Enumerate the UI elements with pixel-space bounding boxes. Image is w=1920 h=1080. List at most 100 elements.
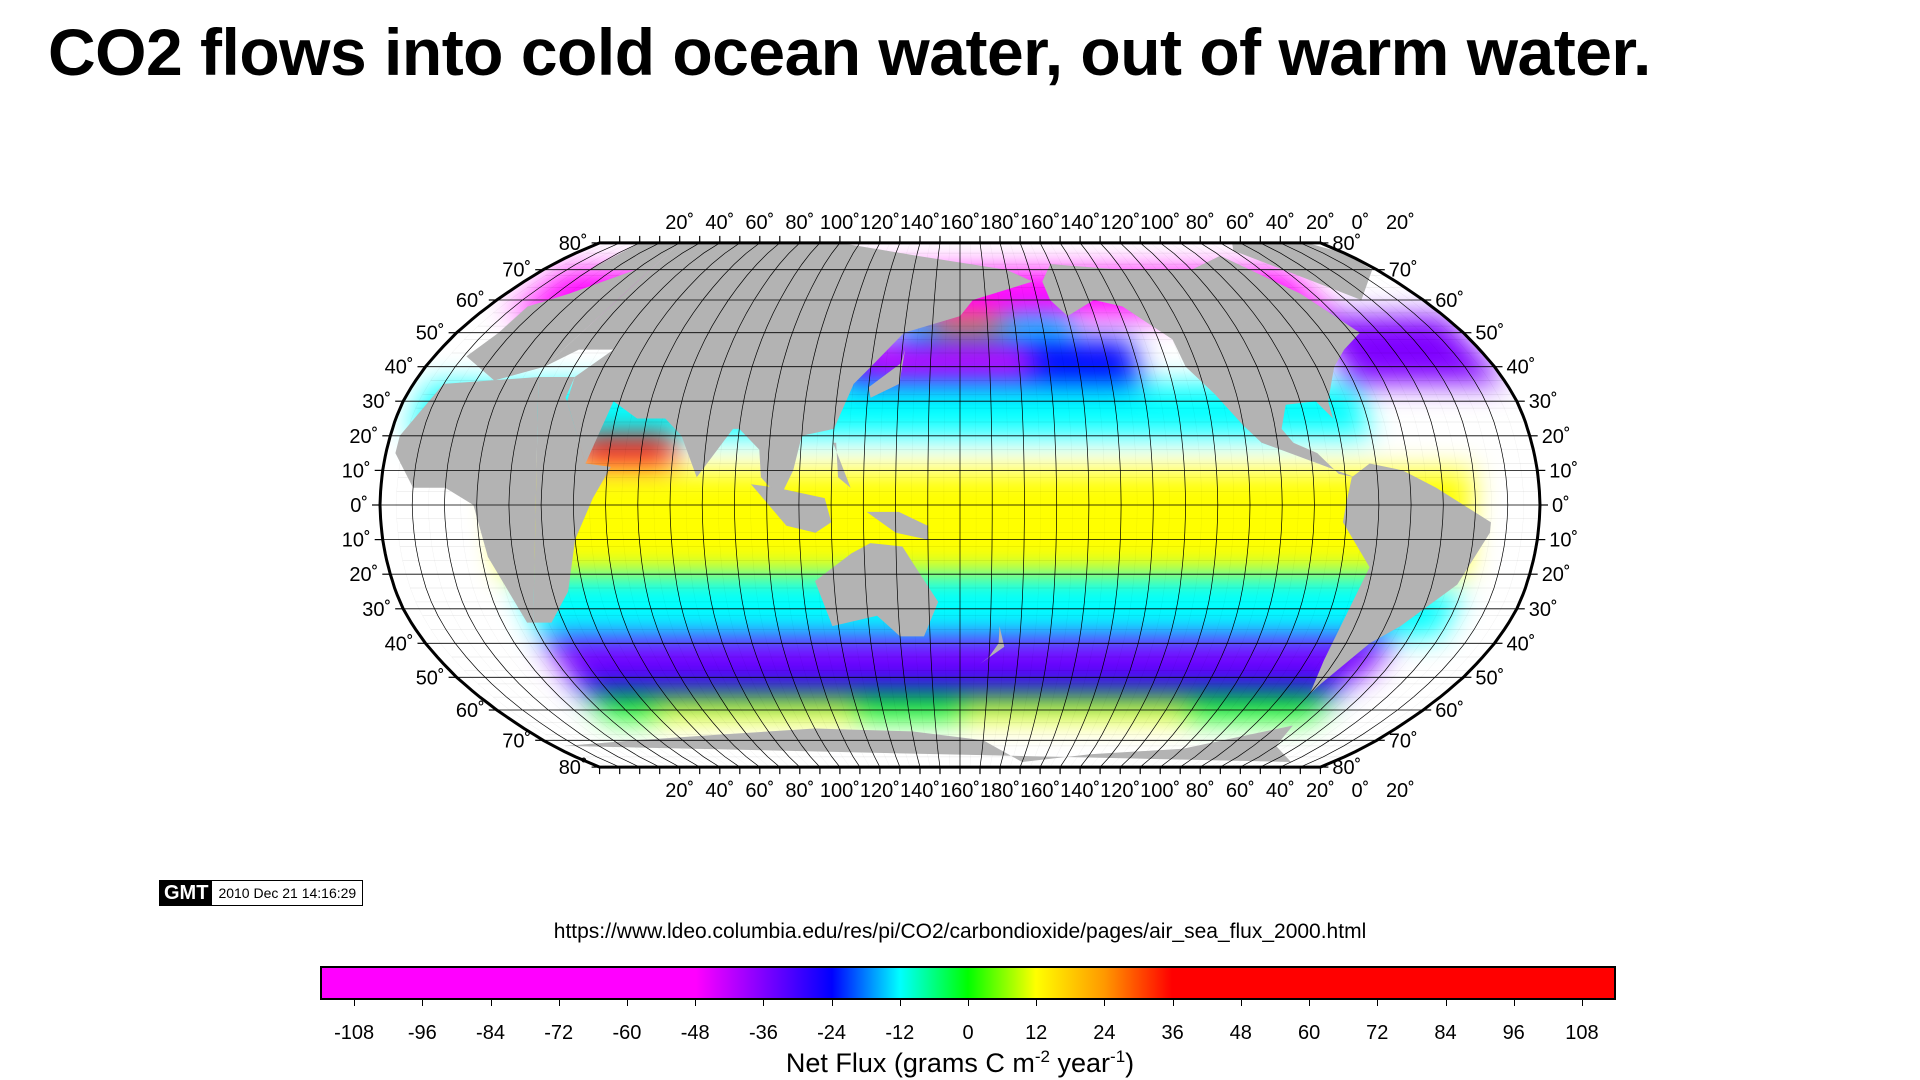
flux-circumpolar-pacific: [960, 703, 1196, 720]
longitude-line: [979, 242, 993, 768]
new-guinea-land: [866, 511, 928, 540]
bottom-longitude-label: 20˚: [665, 780, 694, 802]
colorbar-tick-label: 84: [1434, 1022, 1457, 1044]
colorbar-tick-label: 72: [1366, 1022, 1389, 1044]
top-longitude-label: 100˚: [820, 212, 860, 234]
top-longitude-label: 140˚: [900, 212, 940, 234]
slide-title: CO2 flows into cold ocean water, out of …: [48, 15, 1651, 89]
longitude-line: [701, 242, 801, 768]
colorbar-title: Net Flux (grams C m-2 year-1): [0, 1047, 1920, 1079]
bottom-longitude-label: 40˚: [1266, 780, 1295, 802]
left-latitude-label: 30˚: [362, 599, 391, 621]
right-latitude-label: 10˚: [1549, 460, 1578, 482]
greenland-land: [1231, 242, 1373, 300]
right-latitude-label: 80˚: [1332, 757, 1361, 779]
top-longitude-label: 80˚: [1186, 212, 1215, 234]
gmt-timestamp: GMT 2010 Dec 21 14:16:29: [159, 880, 364, 906]
left-latitude-label: 80˚: [559, 233, 588, 255]
colorbar-tick-label: -108: [334, 1022, 375, 1044]
colorbar-tick: [1104, 1000, 1106, 1006]
right-latitude-label: 20˚: [1542, 564, 1571, 586]
right-latitude-label: 40˚: [1507, 633, 1536, 655]
left-latitude-label: 40˚: [385, 357, 414, 379]
longitude-line: [1079, 242, 1154, 768]
colorbar-title-part: year: [1050, 1048, 1111, 1078]
left-latitude-label: 70˚: [502, 730, 531, 752]
bottom-longitude-label: 80˚: [785, 780, 814, 802]
south-america-land: [1309, 463, 1491, 694]
colorbar-tick: [695, 1000, 697, 1006]
top-longitude-label: 60˚: [745, 212, 774, 234]
latitude-labels: 80˚70˚60˚50˚40˚30˚20˚10˚0˚10˚20˚30˚40˚50…: [342, 233, 1578, 779]
longitude-line: [927, 242, 941, 768]
longitude-line: [1019, 242, 1058, 768]
left-latitude-label: 50˚: [416, 667, 445, 689]
bottom-longitude-label: 20˚: [1306, 780, 1335, 802]
longitude-line: [830, 242, 881, 768]
colorbar-tick: [1445, 1000, 1447, 1006]
longitude-line: [999, 242, 1025, 768]
bottom-longitude-label: 160˚: [1020, 780, 1060, 802]
bottom-longitude-label: 140˚: [900, 780, 940, 802]
right-latitude-label: 80˚: [1332, 233, 1361, 255]
colorbar-tick: [422, 1000, 424, 1006]
longitude-line: [798, 242, 861, 768]
bottom-longitude-label: 60˚: [1226, 780, 1255, 802]
colorbar-tick-label: 24: [1093, 1022, 1116, 1044]
africa-west-land: [395, 377, 539, 623]
bottom-longitude-label: 40˚: [705, 780, 734, 802]
eurasia-land: [544, 242, 1033, 499]
right-latitude-label: 50˚: [1475, 323, 1504, 345]
new-zealand-land: [980, 626, 1005, 664]
longitude-line: [1200, 242, 1348, 768]
right-latitude-label: 40˚: [1507, 357, 1536, 379]
top-longitude-label: 140˚: [1060, 212, 1100, 234]
right-latitude-label: 70˚: [1389, 260, 1418, 282]
colorbar-tick: [1581, 1000, 1583, 1006]
source-url: https://www.ldeo.columbia.edu/res/pi/CO2…: [553, 920, 1367, 943]
bottom-longitude-label: 100˚: [1140, 780, 1180, 802]
longitude-line: [1099, 242, 1186, 768]
bottom-longitude-label: 120˚: [860, 780, 900, 802]
colorbar-tick-label: 48: [1229, 1022, 1252, 1044]
colorbar-tick: [763, 1000, 765, 1006]
longitude-line: [411, 242, 620, 768]
left-latitude-label: 0˚: [350, 495, 368, 517]
longitude-labels: 20˚ 40˚ 60˚ 80˚ 100˚ 120˚ 140˚ 160˚ 180˚ 160˚ 140˚…: [665, 212, 1415, 802]
colorbar-tick: [1309, 1000, 1311, 1006]
top-longitude-label: 20˚: [1306, 212, 1335, 234]
top-longitude-label: 20˚: [1386, 212, 1415, 234]
longitude-line: [1059, 242, 1122, 768]
right-latitude-label: 20˚: [1542, 426, 1571, 448]
flux-arabian-sea: [575, 435, 676, 464]
colorbar-title-part: ): [1125, 1048, 1135, 1078]
colorbar-tick-label: -84: [476, 1022, 505, 1044]
top-longitude-label: 160˚: [940, 212, 980, 234]
bottom-longitude-label: 100˚: [820, 780, 860, 802]
land-masses: [395, 242, 1491, 768]
left-latitude-label: 40˚: [385, 633, 414, 655]
longitude-line: [508, 242, 680, 768]
bottom-longitude-label: 60˚: [745, 780, 774, 802]
colorbar-tick: [490, 1000, 492, 1006]
longitude-line: [1039, 242, 1090, 768]
colorbar-tick-label: -60: [612, 1022, 642, 1044]
longitude-line: [476, 242, 660, 768]
top-longitude-label: 120˚: [1100, 212, 1140, 234]
longitude-line: [1220, 242, 1380, 768]
top-longitude-label: 120˚: [860, 212, 900, 234]
right-latitude-label: 30˚: [1529, 391, 1558, 413]
right-latitude-label: 60˚: [1435, 700, 1464, 722]
right-latitude-label: 30˚: [1529, 599, 1558, 621]
longitude-line: [1180, 242, 1315, 768]
colorbar-tick-label: 96: [1502, 1022, 1525, 1044]
bottom-longitude-label: 120˚: [1100, 780, 1140, 802]
left-latitude-label: 10˚: [342, 530, 371, 552]
right-latitude-label: 70˚: [1389, 730, 1418, 752]
colorbar-tick: [626, 1000, 628, 1006]
longitude-line: [1119, 242, 1219, 768]
left-latitude-label: 10˚: [342, 460, 371, 482]
longitude-line: [669, 242, 781, 768]
flux-atlantic-tropics: [398, 470, 1538, 575]
